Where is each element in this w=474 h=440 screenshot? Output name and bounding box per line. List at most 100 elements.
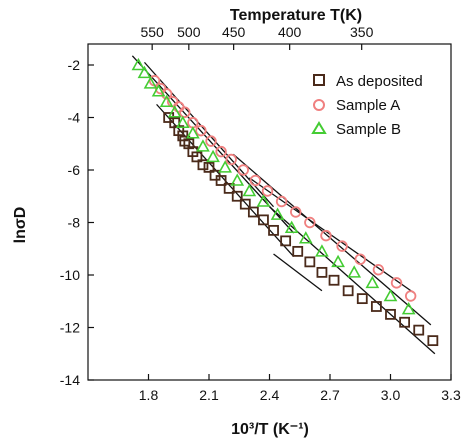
data-point-triangle-2 [143,76,158,89]
data-point-circle-19 [354,253,366,265]
data-point-triangle-1 [137,65,152,79]
data-point-square-28 [413,324,425,336]
data-point-triangle-20 [365,275,380,289]
data-point-square-11 [215,175,227,186]
data-point-square-24 [356,293,368,305]
data-point-square-29 [427,335,439,347]
data-point-circle-16 [304,216,316,229]
data-point-triangle-9 [206,149,220,163]
data-point-circle-20 [372,264,385,276]
data-point-square-12 [223,182,235,194]
data-point-circle-13 [261,185,274,197]
data-point-triangle-22 [401,301,416,315]
y-tick-label: -12 [60,320,80,336]
data-point-triangle-16 [298,231,313,244]
data-point-circle-14 [275,195,288,208]
data-point-triangle-0 [131,57,146,71]
bottom-axis: 1.8 2.1 2.4 2.7 3.0 3.3 [139,374,461,403]
data-point-circle-5 [179,106,191,118]
fit-line-6 [273,253,323,292]
data-point-square-15 [247,206,259,218]
data-point-circle-7 [195,124,207,137]
data-point-square-9 [203,161,215,173]
left-axis: -2 -4 -6 -8 -10 -12 -14 [60,57,94,388]
legend: As deposited Sample A Sample B [311,73,423,138]
top-tick-label: 350 [350,24,374,40]
data-point-triangle-3 [151,84,166,97]
x-tick-label: 2.1 [199,387,219,403]
data-point-circle-9 [215,145,227,158]
legend-label-sample-b: Sample B [336,121,401,138]
data-point-circle-15 [290,206,302,218]
y-tick-label: -4 [68,110,81,126]
data-point-triangle-11 [230,173,245,186]
data-point-square-20 [304,256,316,268]
data-point-square-16 [258,214,269,226]
x-tick-label: 3.3 [441,387,461,403]
data-point-circle-18 [336,240,348,252]
fit-line-3 [232,153,432,326]
data-point-triangle-15 [284,220,299,234]
data-point-triangle-8 [196,139,210,152]
x-tick-label: 2.4 [260,387,280,403]
data-point-triangle-19 [347,265,362,278]
y-tick-label: -14 [60,372,80,388]
y-tick-label: -10 [60,267,80,283]
top-axis-title: Temperature T(K) [230,7,362,24]
data-point-circle-2 [160,88,173,100]
data-point-circle-8 [205,135,217,147]
data-point-square-13 [231,190,243,202]
data-point-circle-17 [320,229,332,242]
data-point-circle-12 [249,174,262,187]
data-point-square-8 [197,159,209,171]
legend-label-as-deposited: As deposited [336,73,423,90]
x-tick-label: 3.0 [381,387,401,403]
data-point-square-7 [191,151,203,163]
data-point-triangle-10 [218,160,232,173]
data-point-triangle-4 [159,94,174,108]
data-point-triangle-21 [383,288,398,302]
data-point-triangle-5 [167,105,182,118]
data-point-square-25 [370,301,382,312]
top-tick-label: 550 [140,24,164,40]
data-point-triangle-12 [242,183,257,197]
fit-line-5 [269,206,436,355]
y-tick-label: -2 [68,57,81,73]
data-point-triangle-6 [175,115,190,129]
y-tick-label: -6 [68,162,81,178]
x-tick-label: 1.8 [139,387,159,403]
fit-line-1 [248,177,416,294]
data-point-square-17 [268,224,279,236]
data-markers [131,57,439,347]
top-tick-label: 450 [222,24,246,40]
x-axis-title: 10³/T (K⁻¹) [231,421,309,438]
legend-marker-as-deposited [313,74,325,86]
data-point-circle-21 [390,277,403,289]
top-axis: 550 500 450 400 350 [140,24,374,50]
x-tick-label: 2.7 [320,387,340,403]
data-point-triangle-13 [256,194,271,207]
data-point-square-21 [316,266,328,278]
data-point-circle-10 [225,153,237,166]
data-point-square-14 [239,198,251,210]
data-point-square-22 [328,274,340,286]
data-point-square-18 [280,235,292,247]
data-point-triangle-7 [186,126,200,139]
data-point-square-19 [292,245,304,257]
plot-frame [87,43,452,381]
legend-label-sample-a: Sample A [336,97,400,114]
legend-marker-sample-a [313,99,325,111]
fit-line-2 [143,61,275,208]
data-point-circle-11 [237,164,249,176]
data-point-triangle-14 [270,207,285,220]
data-point-circle-22 [404,290,417,302]
data-point-square-27 [399,316,411,328]
data-point-square-26 [385,308,396,320]
data-point-triangle-18 [331,254,345,268]
y-tick-label: -8 [68,215,81,231]
legend-marker-sample-b [311,121,327,134]
data-point-triangle-17 [315,244,329,257]
top-tick-label: 400 [278,24,302,40]
data-point-square-23 [342,285,354,297]
